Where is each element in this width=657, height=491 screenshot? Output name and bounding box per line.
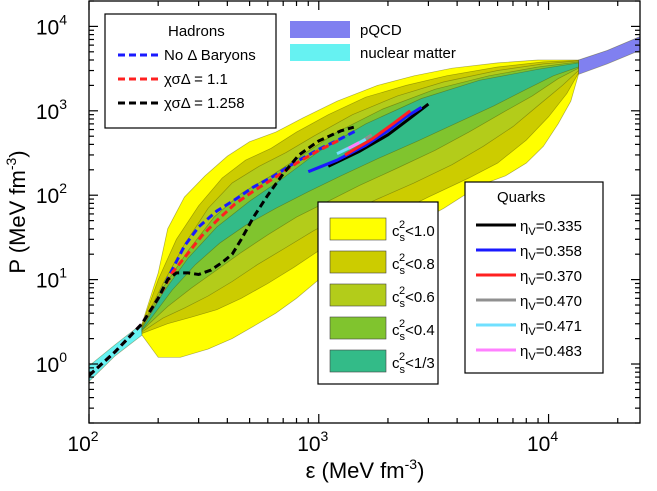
legend-cs-swatch <box>329 283 387 307</box>
legend-quarks-title: Quarks <box>497 189 545 206</box>
series-line-8 <box>347 141 360 150</box>
series-line-5 <box>344 109 412 157</box>
x-tick-label: 104 <box>527 428 558 456</box>
series-line-3 <box>327 102 430 168</box>
curve-layer <box>89 102 430 377</box>
band-cs2-1-3 <box>141 62 579 332</box>
plot-frame <box>88 0 641 424</box>
legend-quarks <box>464 181 604 374</box>
legend-cs-label: cs2<0.4 <box>392 318 435 343</box>
series-line-4 <box>307 106 423 174</box>
band-pqcd <box>578 36 640 75</box>
legend-quarks-label: ηV=0.335 <box>520 218 582 238</box>
legend-cs-label: cs2<0.6 <box>392 285 435 310</box>
legend-quarks-label: ηV=0.471 <box>520 318 582 338</box>
series-line-2 <box>89 125 355 377</box>
legend-cs-swatch <box>329 349 387 373</box>
legend-region-swatch <box>290 21 350 38</box>
y-tick-label: 100 <box>36 349 67 377</box>
legend-quarks-label: ηV=0.470 <box>520 293 582 313</box>
legend-region-label: pQCD <box>360 22 402 39</box>
axes-layer: 102 103 104 100 101 102 103 104 <box>36 0 640 456</box>
legend-region-label: nuclear matter <box>360 45 456 62</box>
legend-cs-swatch <box>329 250 387 274</box>
y-axis-title: P (MeV fm-3) <box>3 150 30 273</box>
legend-hadrons <box>104 13 277 129</box>
y-tick-label: 101 <box>36 265 67 293</box>
legend-quarks-label: ηV=0.370 <box>520 268 582 288</box>
legend-hadrons-label: No Δ Baryons <box>164 47 256 64</box>
legend-cs-swatch <box>329 217 387 241</box>
legend-layer: Hadrons No Δ Baryons χσΔ = 1.1 χσΔ = 1.258 p… <box>104 13 604 385</box>
legend-cs-label: cs2<1/3 <box>392 351 435 376</box>
legend-hadrons-label: χσΔ = 1.258 <box>164 95 245 112</box>
y-tick-label: 102 <box>36 180 67 208</box>
legend-region-swatch <box>290 44 350 61</box>
legend-cs-label: cs2<1.0 <box>392 219 435 244</box>
x-axis-title: ε (MeV fm-3) <box>306 456 425 483</box>
series-line-0 <box>89 129 357 377</box>
legend-quarks-label: ηV=0.358 <box>520 243 582 263</box>
legend-cs-swatch <box>329 316 387 340</box>
legend-hadrons-title: Hadrons <box>168 23 225 40</box>
x-tick-label: 103 <box>297 428 328 456</box>
y-tick-label: 103 <box>36 96 67 124</box>
legend-hadrons-label: χσΔ = 1.1 <box>164 71 228 88</box>
y-tick-label: 104 <box>36 11 67 39</box>
x-tick-label: 102 <box>67 428 98 456</box>
legend-cs-label: cs2<0.8 <box>392 252 435 277</box>
legend-quarks-label: ηV=0.483 <box>520 343 582 363</box>
